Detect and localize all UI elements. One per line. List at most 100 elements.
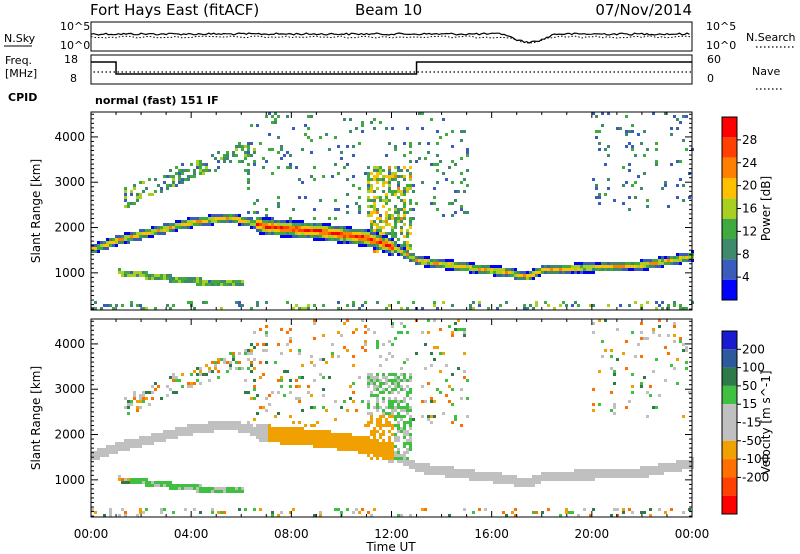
power-cell xyxy=(184,220,187,223)
power-cell xyxy=(346,241,349,244)
power-cell xyxy=(664,259,667,262)
power-cell xyxy=(589,262,592,265)
velocity-cell xyxy=(589,472,592,475)
power-cell xyxy=(160,232,163,235)
velocity-cell xyxy=(136,481,139,484)
power-cell xyxy=(466,268,469,271)
power-cell xyxy=(631,130,634,133)
power-cell xyxy=(286,151,289,154)
power-cell xyxy=(481,271,484,274)
power-cell xyxy=(319,223,322,226)
velocity-cell xyxy=(244,349,247,352)
power-cell xyxy=(322,226,325,229)
power-cell xyxy=(265,220,268,223)
velocity-cell xyxy=(226,421,229,424)
power-cell xyxy=(391,229,394,232)
power-cell xyxy=(427,256,430,259)
velocity-cell xyxy=(397,424,400,427)
power-cell xyxy=(352,304,355,307)
velocity-cell xyxy=(310,442,313,445)
velocity-cell xyxy=(637,475,640,478)
velocity-cell xyxy=(472,475,475,478)
velocity-cell xyxy=(643,466,646,469)
power-cell xyxy=(568,265,571,268)
velocity-cell xyxy=(166,433,169,436)
velocity-cell xyxy=(652,328,655,331)
power-cell xyxy=(124,187,127,190)
velocity-cell xyxy=(205,487,208,490)
power-cell xyxy=(160,277,163,280)
velocity-cell xyxy=(127,412,130,415)
power-cell xyxy=(550,268,553,271)
power-cell xyxy=(601,262,604,265)
velocity-cell xyxy=(415,469,418,472)
velocity-cell xyxy=(343,400,346,403)
power-cell xyxy=(136,196,139,199)
power-cell xyxy=(370,187,373,190)
velocity-cell xyxy=(139,400,142,403)
velocity-cell xyxy=(160,508,163,511)
velocity-cell xyxy=(265,439,268,442)
power-cell xyxy=(622,166,625,169)
power-cell xyxy=(238,280,241,283)
power-cell xyxy=(238,223,241,226)
velocity-cell xyxy=(640,322,643,325)
velocity-cell xyxy=(385,388,388,391)
power-cell xyxy=(367,181,370,184)
velocity-cell xyxy=(526,484,529,487)
power-cell xyxy=(454,163,457,166)
power-cell xyxy=(154,190,157,193)
power-cell xyxy=(646,148,649,151)
velocity-cell xyxy=(658,325,661,328)
power-cell xyxy=(226,217,229,220)
power-cell xyxy=(541,268,544,271)
velocity-cell xyxy=(433,400,436,403)
velocity-cell xyxy=(406,442,409,445)
power-cell xyxy=(466,262,469,265)
power-cell xyxy=(526,307,529,310)
velocity-cell xyxy=(313,424,316,427)
power-cell xyxy=(451,160,454,163)
velocity-cell xyxy=(547,508,550,511)
power-cell xyxy=(292,307,295,310)
velocity-cell xyxy=(175,433,178,436)
velocity-cell xyxy=(418,469,421,472)
power-cell xyxy=(409,145,412,148)
power-cell xyxy=(340,151,343,154)
velocity-cell xyxy=(124,514,127,517)
velocity-cell xyxy=(268,439,271,442)
velocity-cell xyxy=(451,331,454,334)
velocity-cell xyxy=(571,511,574,514)
power-cell xyxy=(226,151,229,154)
power-cell xyxy=(379,226,382,229)
power-cell xyxy=(373,247,376,250)
power-cell xyxy=(430,118,433,121)
power-cell xyxy=(379,178,382,181)
power-cell xyxy=(202,283,205,286)
velocity-cell xyxy=(385,418,388,421)
velocity-cell xyxy=(667,334,670,337)
power-cell xyxy=(676,253,679,256)
power-cell xyxy=(643,262,646,265)
velocity-cell xyxy=(409,436,412,439)
velocity-cell xyxy=(457,472,460,475)
power-cell xyxy=(376,247,379,250)
power-cell xyxy=(370,199,373,202)
power-cell xyxy=(145,271,148,274)
velocity-cell xyxy=(505,514,508,517)
power-cell xyxy=(295,229,298,232)
power-cell xyxy=(295,232,298,235)
velocity-cell xyxy=(355,328,358,331)
velocity-cell xyxy=(238,427,241,430)
velocity-cell xyxy=(223,487,226,490)
velocity-cell xyxy=(139,481,142,484)
freq-left-unit: [MHz] xyxy=(5,67,37,80)
y-axis-title: Slant Range [km] xyxy=(29,159,43,263)
power-cell xyxy=(535,274,538,277)
power-cell xyxy=(499,304,502,307)
velocity-cell xyxy=(430,397,433,400)
velocity-cell xyxy=(463,469,466,472)
velocity-cell xyxy=(157,439,160,442)
power-cell xyxy=(232,283,235,286)
